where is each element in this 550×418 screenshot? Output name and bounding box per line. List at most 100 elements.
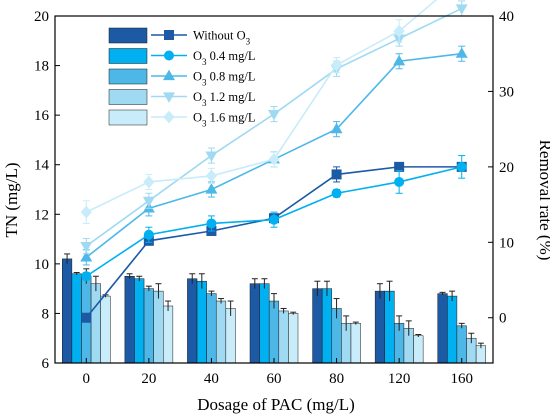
removal-point [393, 24, 405, 38]
y-tick-label: 12 [34, 207, 49, 223]
legend-item: Without O3 [108, 27, 251, 47]
x-tick-label: 160 [450, 371, 473, 387]
removal-point [205, 183, 218, 194]
removal-point [455, 4, 468, 15]
bar [259, 283, 270, 364]
removal-point [330, 58, 343, 72]
removal-point [455, 47, 468, 58]
y-tick-label: 16 [34, 108, 50, 124]
removal-point [143, 229, 154, 240]
bar [456, 325, 467, 364]
removal-point [330, 122, 343, 134]
bar [143, 288, 154, 364]
removal-point [331, 188, 342, 199]
legend-swatch [108, 68, 148, 85]
y-tick-label: 10 [34, 257, 49, 273]
bar [384, 290, 395, 364]
removal-point [268, 109, 280, 121]
removal-point [268, 152, 280, 166]
bar [62, 258, 73, 364]
legend-item: O3 1.2 mg/L [108, 89, 256, 108]
legend-label: O3 0.8 mg/L [193, 70, 256, 88]
y-tick-label: 20 [34, 9, 49, 25]
legend-item: O3 0.8 mg/L [108, 68, 256, 88]
bar [134, 278, 145, 364]
bar [206, 293, 217, 364]
legend-swatch [108, 48, 148, 64]
bar [374, 290, 385, 364]
removal-point [80, 205, 92, 219]
y2-tick-label: 30 [499, 84, 514, 100]
legend-marker [163, 110, 175, 124]
removal-point [81, 271, 92, 282]
bar [153, 290, 164, 364]
y-tick-label: 14 [34, 158, 50, 174]
removal-point [268, 214, 279, 225]
bar [312, 288, 323, 364]
y2-tick-label: 10 [499, 235, 514, 251]
bar [90, 283, 101, 364]
legend-item: O3 1.6 mg/L [108, 109, 256, 129]
bar [124, 276, 135, 364]
bar [215, 300, 227, 364]
bar [249, 283, 260, 364]
removal-point [142, 196, 155, 208]
y2-axis-title: Removal rate (%) [536, 140, 550, 261]
removal-point [393, 54, 406, 66]
removal-point [331, 169, 342, 180]
legend-item: O3 0.4 mg/L [108, 48, 256, 67]
bar [321, 288, 333, 364]
bar [475, 345, 486, 364]
removal-point [206, 218, 217, 229]
legend-marker [163, 29, 174, 40]
legend: Without O3 O3 0.4 mg/L O3 0.8 mg/L O3 1.2 m… [108, 27, 256, 129]
legend-swatch [108, 27, 148, 44]
removal-point [394, 161, 405, 172]
y2-tick-label: 40 [499, 9, 514, 25]
bar [163, 305, 174, 364]
axes: 6 8 10 12 14 16 18 20 0 10 20 30 40 0 20 40 60 80 120 160 [34, 9, 514, 387]
removal-point [394, 176, 405, 187]
legend-swatch [108, 109, 148, 126]
bar [437, 293, 448, 364]
legend-marker [163, 50, 174, 61]
bar [278, 310, 289, 364]
x-tick-label: 0 [83, 371, 91, 387]
removal-point [80, 241, 93, 253]
legend-marker [163, 69, 175, 81]
bar [413, 335, 424, 364]
removal-point [456, 161, 467, 172]
removal-point [80, 251, 93, 262]
y-axis-title: TN (mg/L) [2, 162, 21, 237]
removal-lines [80, 0, 468, 323]
bar [288, 313, 299, 364]
bar [100, 295, 111, 364]
y-tick-label: 6 [42, 356, 50, 372]
legend-label: O3 0.4 mg/L [193, 49, 256, 67]
y-tick-label: 18 [34, 59, 49, 75]
bar [196, 280, 207, 364]
bar [268, 300, 280, 364]
x-tick-label: 80 [329, 371, 344, 387]
bar [225, 308, 236, 364]
y2-tick-label: 0 [499, 311, 507, 327]
y-tick-label: 8 [42, 306, 50, 322]
bar [447, 295, 458, 364]
x-tick-label: 60 [267, 371, 282, 387]
legend-label: O3 1.6 mg/L [193, 111, 256, 129]
bar [350, 323, 361, 364]
bar [71, 273, 82, 364]
removal-line [85, 7, 463, 247]
x-tick-label: 120 [388, 371, 411, 387]
removal-point [81, 312, 92, 323]
x-axis-title: Dosage of PAC (mg/L) [197, 395, 355, 414]
x-tick-label: 40 [204, 371, 219, 387]
legend-marker [163, 92, 175, 103]
removal-point [205, 169, 218, 183]
legend-label: Without O3 [193, 29, 251, 47]
x-tick-label: 20 [141, 371, 156, 387]
legend-swatch [108, 89, 148, 105]
legend-label: O3 1.2 mg/L [193, 90, 256, 108]
y2-tick-label: 20 [499, 160, 514, 176]
